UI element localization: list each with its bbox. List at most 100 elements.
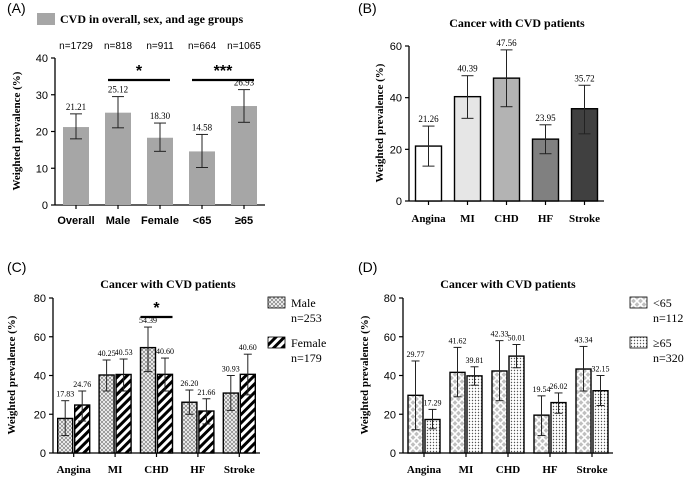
data-label: 40.60: [239, 343, 257, 352]
chart-title: Cancer with CVD patients: [100, 277, 236, 291]
legend-swatch: [37, 13, 55, 25]
y-axis-label: Weighted prevalence (%): [359, 315, 371, 434]
data-label: 42.33: [491, 330, 509, 339]
y-tick-label: 80: [34, 293, 46, 305]
x-tick-label: MI: [459, 464, 474, 476]
legend-count: n=253: [291, 311, 322, 325]
y-tick-label: 60: [384, 332, 396, 344]
data-label: 41.62: [449, 336, 467, 345]
x-tick-label: HF: [190, 464, 206, 476]
y-tick-label: 60: [390, 41, 402, 53]
y-tick-label: 40: [36, 53, 48, 65]
significance-stars: *: [153, 300, 160, 317]
x-tick-label: Angina: [411, 213, 446, 225]
data-label: 17.83: [56, 390, 74, 399]
data-label: 54.39: [139, 316, 157, 325]
y-tick-label: 40: [390, 93, 402, 105]
data-label: 40.60: [156, 347, 174, 356]
y-tick-label: 40: [34, 371, 46, 383]
x-tick-label: Male: [106, 215, 130, 227]
chart-title: Cancer with CVD patients: [449, 16, 585, 30]
x-tick-label: <65: [193, 215, 212, 227]
x-tick-label: MI: [108, 464, 123, 476]
data-label: 50.01: [508, 334, 526, 343]
data-label: 43.34: [575, 335, 593, 344]
sample-size-label: n=1065: [227, 41, 261, 52]
x-tick-label: Overall: [57, 215, 94, 227]
y-tick-label: 80: [384, 293, 396, 305]
panel-label: (A): [7, 0, 26, 16]
x-tick-label: Angina: [57, 464, 92, 476]
x-tick-label: Angina: [407, 464, 442, 476]
data-label: 30.93: [222, 365, 240, 374]
y-tick-label: 60: [34, 332, 46, 344]
legend-count: n=320: [653, 351, 684, 365]
chart-title: Cancer with CVD patients: [440, 277, 576, 291]
x-tick-label: Stroke: [569, 213, 600, 225]
x-tick-label: CHD: [494, 213, 519, 225]
data-label: 26.20: [180, 379, 198, 388]
chart-title: CVD in overall, sex, and age groups: [60, 12, 243, 26]
data-label: 25.12: [108, 85, 128, 95]
y-tick-label: 30: [36, 90, 48, 102]
data-label: 40.53: [115, 348, 133, 357]
x-tick-label: MI: [460, 213, 475, 225]
y-tick-label: 0: [42, 200, 48, 212]
data-label: 26.02: [550, 382, 568, 391]
y-tick-label: 0: [390, 448, 396, 460]
y-axis-label: Weighted prevalence (%): [374, 63, 386, 182]
y-axis-label: Weighted prevalence (%): [11, 71, 23, 190]
legend-swatch: [629, 296, 648, 309]
y-tick-label: 40: [384, 371, 396, 383]
panel-label: (B): [358, 0, 377, 16]
legend-label: ≥65: [653, 336, 672, 350]
legend-label: Female: [291, 336, 326, 350]
data-label: 26.93: [234, 78, 255, 88]
y-tick-label: 20: [34, 409, 46, 421]
data-label: 24.76: [73, 380, 91, 389]
data-label: 19.54: [533, 385, 551, 394]
bar: [63, 127, 89, 205]
y-axis-label: Weighted prevalence (%): [6, 315, 18, 434]
x-tick-label: Stroke: [224, 464, 255, 476]
legend-count: n=179: [291, 351, 322, 365]
data-label: 40.25: [98, 349, 116, 358]
significance-stars: ***: [214, 63, 233, 80]
data-label: 40.39: [457, 64, 478, 74]
y-tick-label: 0: [40, 448, 46, 460]
data-label: 21.26: [418, 114, 439, 124]
sample-size-label: n=1729: [59, 41, 93, 52]
data-label: 32.15: [592, 365, 610, 374]
y-tick-label: 20: [390, 144, 402, 156]
x-tick-label: CHD: [144, 464, 169, 476]
data-label: 47.56: [496, 38, 517, 48]
y-tick-label: 0: [396, 196, 402, 208]
significance-stars: *: [136, 63, 143, 80]
sample-size-label: n=911: [146, 41, 174, 52]
data-label: 29.77: [407, 350, 425, 359]
legend-swatch: [629, 336, 648, 349]
sample-size-label: n=664: [188, 41, 217, 52]
x-tick-label: CHD: [496, 464, 521, 476]
legend-label: Male: [291, 296, 316, 310]
y-tick-label: 10: [36, 163, 48, 175]
x-tick-label: ≥65: [235, 215, 253, 227]
data-label: 21.66: [197, 388, 215, 397]
x-tick-label: Female: [141, 215, 179, 227]
bar: [508, 355, 525, 454]
data-label: 17.29: [424, 398, 442, 407]
data-label: 23.95: [535, 113, 556, 123]
legend-count: n=112: [653, 311, 683, 325]
bar: [466, 375, 483, 454]
legend-swatch: [267, 296, 286, 309]
panel-label: (D): [358, 259, 377, 275]
legend-label: <65: [653, 296, 672, 310]
data-label: 21.21: [66, 102, 86, 112]
data-label: 39.81: [466, 356, 484, 365]
data-label: 18.30: [150, 111, 171, 121]
x-tick-label: HF: [542, 464, 558, 476]
x-tick-label: Stroke: [577, 464, 608, 476]
y-tick-label: 20: [384, 409, 396, 421]
legend-swatch: [267, 336, 286, 349]
